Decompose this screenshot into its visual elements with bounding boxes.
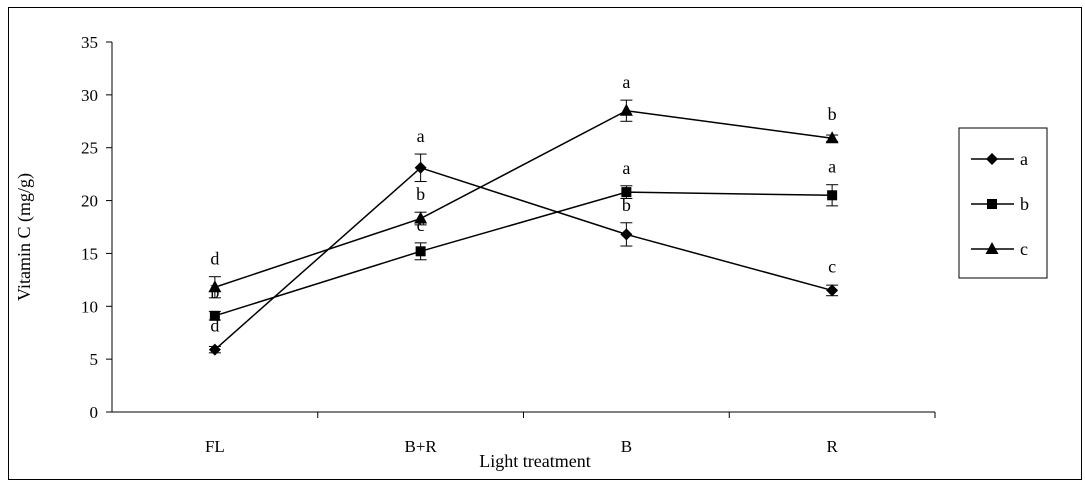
data-point: [620, 228, 633, 241]
y-tick-label: 30: [81, 86, 98, 105]
significance-letter: b: [416, 184, 425, 204]
legend-marker: [986, 153, 998, 165]
data-point: [826, 284, 839, 297]
y-tick-label: 0: [90, 403, 99, 422]
data-point: [414, 161, 427, 174]
legend-box: [958, 127, 1048, 279]
legend-item-c: c: [971, 239, 1028, 259]
data-point: [414, 211, 428, 224]
y-axis-label: Vitamin C (mg/g): [14, 173, 35, 301]
data-point: [208, 343, 221, 356]
data-point: [209, 310, 220, 321]
y-axis: 0 5 10 15 20 25 30 35: [81, 33, 113, 422]
y-tick-label: 15: [81, 244, 98, 263]
data-point: [208, 280, 222, 293]
y-tick-label: 20: [81, 192, 98, 211]
significance-letter: a: [622, 158, 630, 178]
legend-marker: [985, 242, 999, 254]
data-point: [619, 103, 633, 116]
significance-letter: a: [828, 157, 836, 177]
chart-frame: [8, 7, 1082, 480]
series-line-c: [214, 109, 833, 288]
x-tick-label: B+R: [404, 437, 437, 456]
significance-letter: d: [210, 316, 219, 336]
x-tick-label: FL: [205, 437, 225, 456]
y-tick-label: 25: [81, 139, 98, 158]
data-point: [825, 131, 839, 144]
legend-label: c: [1020, 239, 1028, 259]
x-axis-label: Light treatment: [479, 451, 590, 471]
x-tick-label: B: [621, 437, 632, 456]
y-tick-label: 35: [81, 33, 98, 52]
y-tick-label: 5: [90, 350, 99, 369]
x-axis: FL B+R B R: [112, 411, 936, 456]
plot-area: dabcbcaadbab: [208, 72, 839, 356]
significance-letter: b: [622, 195, 631, 215]
data-point: [415, 246, 426, 257]
legend: a b c: [958, 127, 1048, 279]
legend-label: b: [1020, 194, 1029, 214]
series-line-a: [214, 166, 833, 351]
significance-letter: b: [828, 104, 837, 124]
x-tick-label: R: [826, 437, 838, 456]
significance-letter: a: [622, 72, 630, 92]
y-tick-label: 10: [81, 297, 98, 316]
legend-item-b: b: [971, 194, 1029, 214]
series-b: b c a a: [208, 157, 839, 321]
data-point: [621, 187, 632, 198]
legend-item-a: a: [971, 149, 1028, 169]
significance-letter: c: [828, 256, 836, 276]
significance-letter: d: [210, 249, 219, 269]
legend-label: a: [1020, 149, 1028, 169]
series-line-b: [214, 191, 833, 317]
data-point: [827, 190, 838, 201]
significance-letter: a: [417, 126, 425, 146]
legend-marker: [987, 199, 997, 209]
